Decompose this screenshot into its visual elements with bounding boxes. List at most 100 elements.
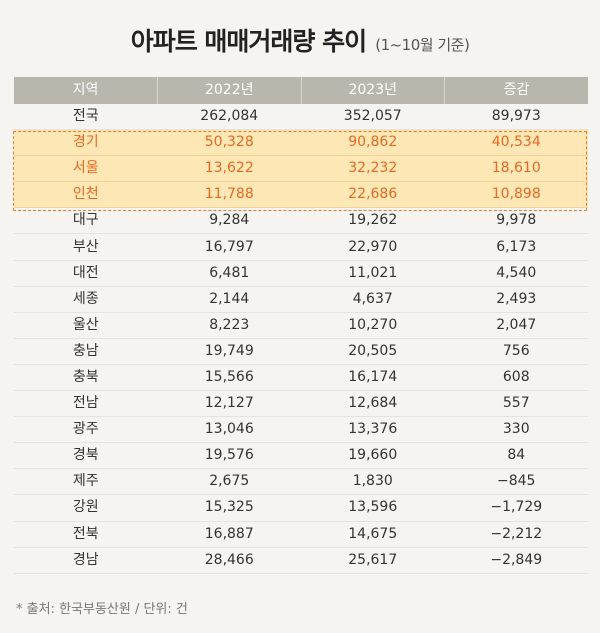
- table-header-row: 지역 2022년 2023년 증감: [14, 77, 588, 104]
- table-row: 경기 50,328 90,862 40,534: [14, 129, 588, 157]
- cell-2023: 12,684: [301, 390, 445, 418]
- cell-2022: 2,144: [157, 286, 301, 313]
- cell-change: 89,973: [444, 104, 588, 131]
- cell-change: 330: [444, 416, 588, 444]
- cell-2023: 1,830: [301, 468, 445, 496]
- column-header-2023: 2023년: [300, 77, 445, 104]
- footnote: * 출처: 한국부동산원 / 단위: 건: [16, 602, 188, 617]
- cell-2022: 8,223: [157, 312, 301, 339]
- cell-change: 557: [444, 390, 588, 418]
- table-row: 울산 8,223 10,270 2,047: [14, 312, 588, 339]
- cell-2023: 14,675: [301, 521, 445, 548]
- cell-region: 서울: [14, 155, 158, 183]
- cell-change: 2,493: [444, 286, 588, 313]
- cell-2023: 19,660: [301, 442, 445, 470]
- cell-change: −2,849: [444, 547, 588, 574]
- cell-2022: 2,675: [157, 468, 301, 496]
- cell-2023: 22,970: [301, 233, 445, 261]
- cell-2022: 6,481: [157, 260, 301, 287]
- table-row: 강원 15,325 13,596 −1,729: [14, 494, 588, 522]
- cell-2023: 32,232: [301, 155, 445, 183]
- cell-2022: 262,084: [157, 104, 301, 131]
- cell-change: 2,047: [444, 312, 588, 339]
- table-row: 충남 19,749 20,505 756: [14, 338, 588, 365]
- table-row: 전남 12,127 12,684 557: [14, 390, 588, 418]
- page-title: 아파트 매매거래량 추이: [130, 27, 367, 56]
- cell-change: 40,534: [444, 129, 588, 157]
- transaction-table: 지역 2022년 2023년 증감 전국 262,084 352,057 89,973…: [14, 77, 588, 574]
- cell-region: 대전: [14, 260, 158, 287]
- cell-region: 광주: [14, 416, 158, 444]
- cell-change: 4,540: [444, 260, 588, 287]
- cell-2023: 25,617: [301, 547, 445, 574]
- cell-2022: 16,797: [157, 233, 301, 261]
- cell-region: 대구: [14, 207, 158, 235]
- cell-region: 부산: [14, 233, 158, 261]
- cell-region: 경북: [14, 442, 158, 470]
- cell-region: 전국: [14, 104, 158, 131]
- cell-change: −1,729: [444, 494, 588, 522]
- cell-2023: 13,376: [301, 416, 445, 444]
- table-row: 세종 2,144 4,637 2,493: [14, 286, 588, 313]
- cell-2022: 16,887: [157, 521, 301, 548]
- column-header-2022: 2022년: [157, 77, 301, 104]
- cell-change: 756: [444, 338, 588, 365]
- table-row: 제주 2,675 1,830 −845: [14, 468, 588, 496]
- cell-2022: 28,466: [157, 547, 301, 574]
- cell-2022: 12,127: [157, 390, 301, 418]
- cell-change: 10,898: [444, 181, 588, 209]
- cell-2023: 16,174: [301, 364, 445, 392]
- table-row: 경남 28,466 25,617 −2,849: [14, 547, 588, 574]
- cell-2023: 10,270: [301, 312, 445, 339]
- cell-region: 경남: [14, 547, 158, 574]
- column-header-region: 지역: [14, 77, 158, 104]
- table-row: 전북 16,887 14,675 −2,212: [14, 521, 588, 548]
- table-row: 경북 19,576 19,660 84: [14, 442, 588, 470]
- cell-2023: 13,596: [301, 494, 445, 522]
- cell-2022: 15,566: [157, 364, 301, 392]
- cell-2022: 13,622: [157, 155, 301, 183]
- page-title-area: 아파트 매매거래량 추이 (1~10월 기준): [0, 22, 600, 58]
- table-row: 대구 9,284 19,262 9,978: [14, 207, 588, 235]
- cell-2022: 9,284: [157, 207, 301, 235]
- cell-region: 충남: [14, 338, 158, 365]
- cell-2022: 15,325: [157, 494, 301, 522]
- cell-change: 9,978: [444, 207, 588, 235]
- cell-2022: 50,328: [157, 129, 301, 157]
- table-row: 광주 13,046 13,376 330: [14, 416, 588, 444]
- table-row: 서울 13,622 32,232 18,610: [14, 155, 588, 183]
- cell-region: 충북: [14, 364, 158, 392]
- cell-change: −845: [444, 468, 588, 496]
- cell-2022: 13,046: [157, 416, 301, 444]
- table-row: 대전 6,481 11,021 4,540: [14, 260, 588, 287]
- cell-2022: 19,576: [157, 442, 301, 470]
- cell-change: 18,610: [444, 155, 588, 183]
- cell-2023: 11,021: [301, 260, 445, 287]
- cell-2023: 22,686: [301, 181, 445, 209]
- cell-region: 인천: [14, 181, 158, 209]
- column-header-change: 증감: [444, 77, 588, 104]
- cell-2023: 4,637: [301, 286, 445, 313]
- cell-2023: 19,262: [301, 207, 445, 235]
- cell-region: 전북: [14, 521, 158, 548]
- cell-region: 울산: [14, 312, 158, 339]
- table-row: 전국 262,084 352,057 89,973: [14, 104, 588, 131]
- table-row: 충북 15,566 16,174 608: [14, 364, 588, 392]
- cell-change: 608: [444, 364, 588, 392]
- page-subtitle: (1~10월 기준): [375, 36, 470, 54]
- cell-change: −2,212: [444, 521, 588, 548]
- cell-region: 전남: [14, 390, 158, 418]
- cell-change: 84: [444, 442, 588, 470]
- table-row: 인천 11,788 22,686 10,898: [14, 181, 588, 209]
- cell-region: 경기: [14, 129, 158, 157]
- cell-2023: 20,505: [301, 338, 445, 365]
- cell-region: 강원: [14, 494, 158, 522]
- cell-2023: 352,057: [301, 104, 445, 131]
- cell-region: 제주: [14, 468, 158, 496]
- cell-2022: 19,749: [157, 338, 301, 365]
- cell-2023: 90,862: [301, 129, 445, 157]
- cell-change: 6,173: [444, 233, 588, 261]
- table-row: 부산 16,797 22,970 6,173: [14, 233, 588, 261]
- cell-region: 세종: [14, 286, 158, 313]
- cell-2022: 11,788: [157, 181, 301, 209]
